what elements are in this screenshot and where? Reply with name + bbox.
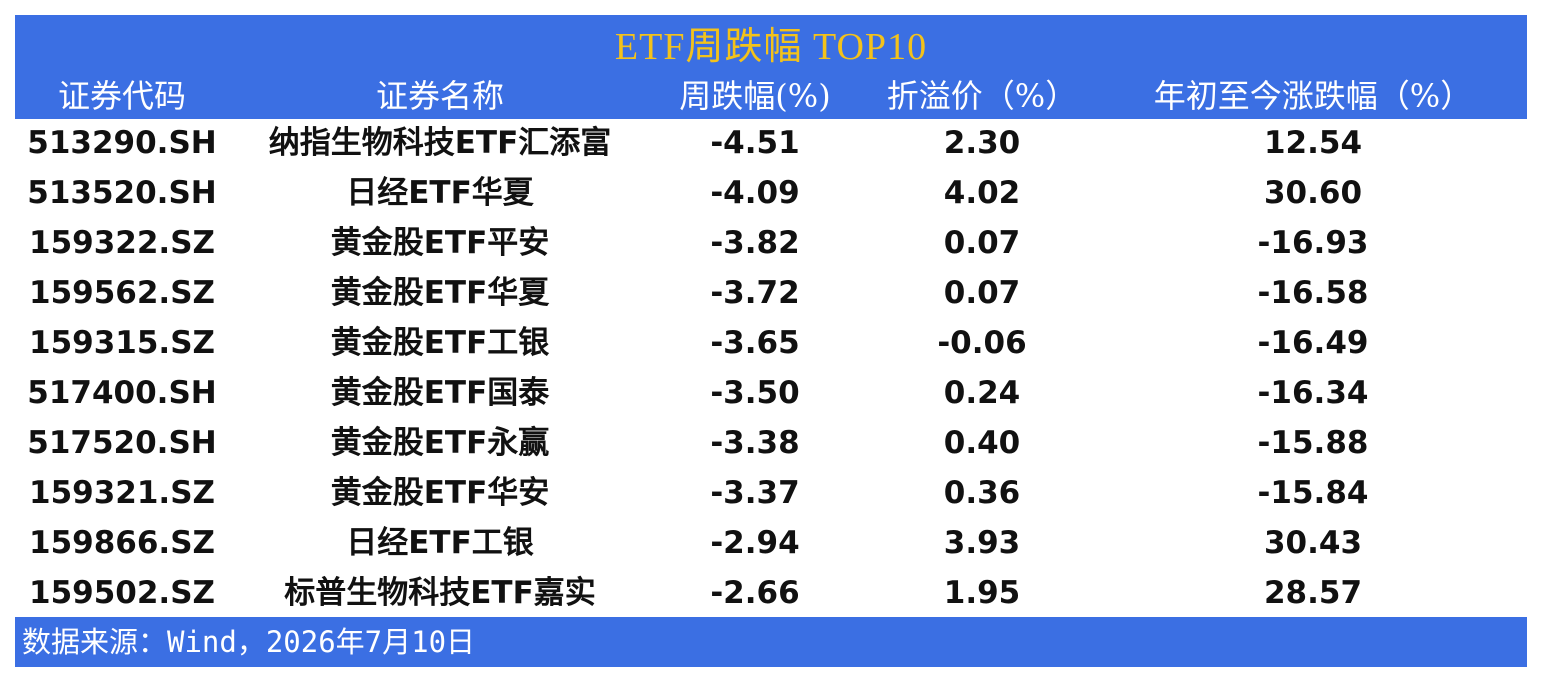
ytd-change-cell: -16.49 xyxy=(1257,325,1369,361)
premium-cell: 0.07 xyxy=(943,225,1021,261)
code-cell: 517400.SH xyxy=(27,375,217,411)
ytd-change-cell: 28.57 xyxy=(1263,575,1363,611)
weekly-change-cell: -3.50 xyxy=(710,375,800,411)
name-cell: 黄金股ETF工银 xyxy=(330,325,550,361)
ytd-change-cell: -16.34 xyxy=(1257,375,1369,411)
premium-cell: 4.02 xyxy=(943,175,1021,211)
source-note: 数据来源：Wind，2026年7月10日 xyxy=(22,625,476,659)
column-header: 证券代码 xyxy=(57,77,187,115)
column-header: 周跌幅(%) xyxy=(679,77,831,115)
ytd-change-cell: -15.88 xyxy=(1257,425,1369,461)
premium-cell: 0.07 xyxy=(943,275,1021,311)
code-cell: 513520.SH xyxy=(27,175,217,211)
name-cell: 黄金股ETF国泰 xyxy=(330,375,550,411)
column-header: 折溢价（%） xyxy=(886,77,1078,115)
header-band xyxy=(15,15,1527,119)
footer-band xyxy=(15,617,1527,667)
weekly-change-cell: -3.65 xyxy=(710,325,800,361)
weekly-change-cell: -4.51 xyxy=(710,125,800,161)
code-cell: 517520.SH xyxy=(27,425,217,461)
code-cell: 513290.SH xyxy=(27,125,217,161)
weekly-change-cell: -3.72 xyxy=(710,275,800,311)
name-cell: 纳指生物科技ETF汇添富 xyxy=(268,125,612,161)
weekly-change-cell: -4.09 xyxy=(710,175,800,211)
premium-cell: 1.95 xyxy=(943,575,1021,611)
ytd-change-cell: 30.43 xyxy=(1263,525,1363,561)
name-cell: 黄金股ETF平安 xyxy=(330,225,550,261)
premium-cell: 0.40 xyxy=(943,425,1021,461)
name-cell: 日经ETF工银 xyxy=(346,525,534,561)
code-cell: 159315.SZ xyxy=(29,325,215,361)
column-header: 证券名称 xyxy=(375,77,505,115)
weekly-change-cell: -2.66 xyxy=(710,575,800,611)
ytd-change-cell: -15.84 xyxy=(1257,475,1369,511)
code-cell: 159322.SZ xyxy=(29,225,215,261)
weekly-change-cell: -3.37 xyxy=(710,475,800,511)
code-cell: 159866.SZ xyxy=(29,525,215,561)
name-cell: 黄金股ETF华夏 xyxy=(330,275,550,311)
weekly-change-cell: -3.82 xyxy=(710,225,800,261)
code-cell: 159321.SZ xyxy=(29,475,215,511)
column-header: 年初至今涨跌幅（%） xyxy=(1153,77,1473,115)
code-cell: 159562.SZ xyxy=(29,275,215,311)
premium-cell: -0.06 xyxy=(937,325,1027,361)
table-title: ETF周跌幅 TOP10 xyxy=(614,26,928,68)
name-cell: 日经ETF华夏 xyxy=(346,175,534,211)
name-cell: 标普生物科技ETF嘉实 xyxy=(284,575,596,611)
name-cell: 黄金股ETF永赢 xyxy=(330,425,550,461)
premium-cell: 0.24 xyxy=(943,375,1021,411)
weekly-change-cell: -3.38 xyxy=(710,425,800,461)
ytd-change-cell: -16.58 xyxy=(1257,275,1369,311)
premium-cell: 3.93 xyxy=(943,525,1021,561)
ytd-change-cell: 12.54 xyxy=(1263,125,1363,161)
code-cell: 159502.SZ xyxy=(29,575,215,611)
premium-cell: 0.36 xyxy=(943,475,1021,511)
weekly-change-cell: -2.94 xyxy=(710,525,800,561)
ytd-change-cell: 30.60 xyxy=(1263,175,1363,211)
premium-cell: 2.30 xyxy=(943,125,1021,161)
ytd-change-cell: -16.93 xyxy=(1257,225,1369,261)
name-cell: 黄金股ETF华安 xyxy=(330,475,550,511)
